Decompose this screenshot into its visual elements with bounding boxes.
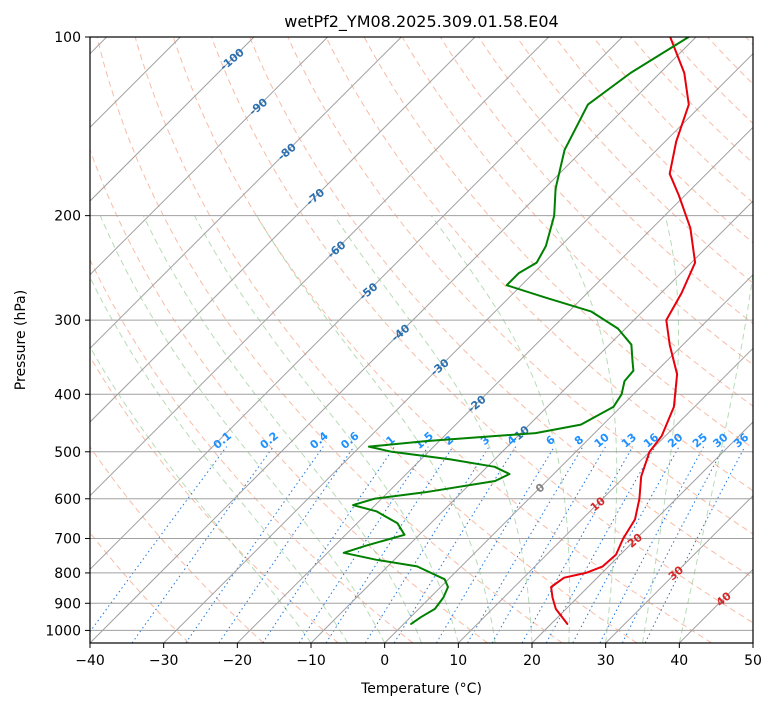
x-tick-label: −40 bbox=[75, 653, 105, 669]
x-axis-label: Temperature (°C) bbox=[360, 681, 482, 697]
y-tick-label: 400 bbox=[54, 387, 81, 403]
chart-title: wetPf2_YM08.2025.309.01.58.E04 bbox=[284, 12, 558, 32]
y-tick-label: 500 bbox=[54, 445, 81, 461]
x-tick-label: −20 bbox=[223, 653, 253, 669]
y-tick-label: 600 bbox=[54, 492, 81, 508]
y-tick-label: 700 bbox=[54, 532, 81, 548]
x-tick-label: −30 bbox=[149, 653, 179, 669]
y-tick-label: 300 bbox=[54, 313, 81, 329]
x-tick-label: 10 bbox=[449, 653, 467, 669]
x-tick-label: 0 bbox=[380, 653, 389, 669]
y-tick-label: 200 bbox=[54, 209, 81, 225]
y-tick-label: 1000 bbox=[45, 623, 81, 639]
y-tick-label: 800 bbox=[54, 566, 81, 582]
x-tick-label: 20 bbox=[523, 653, 541, 669]
x-tick-label: 40 bbox=[670, 653, 688, 669]
x-tick-label: 30 bbox=[597, 653, 615, 669]
y-axis-label: Pressure (hPa) bbox=[13, 290, 29, 390]
y-tick-label: 900 bbox=[54, 596, 81, 612]
x-tick-label: −10 bbox=[296, 653, 326, 669]
x-tick-label: 50 bbox=[744, 653, 762, 669]
y-tick-label: 100 bbox=[54, 30, 81, 46]
